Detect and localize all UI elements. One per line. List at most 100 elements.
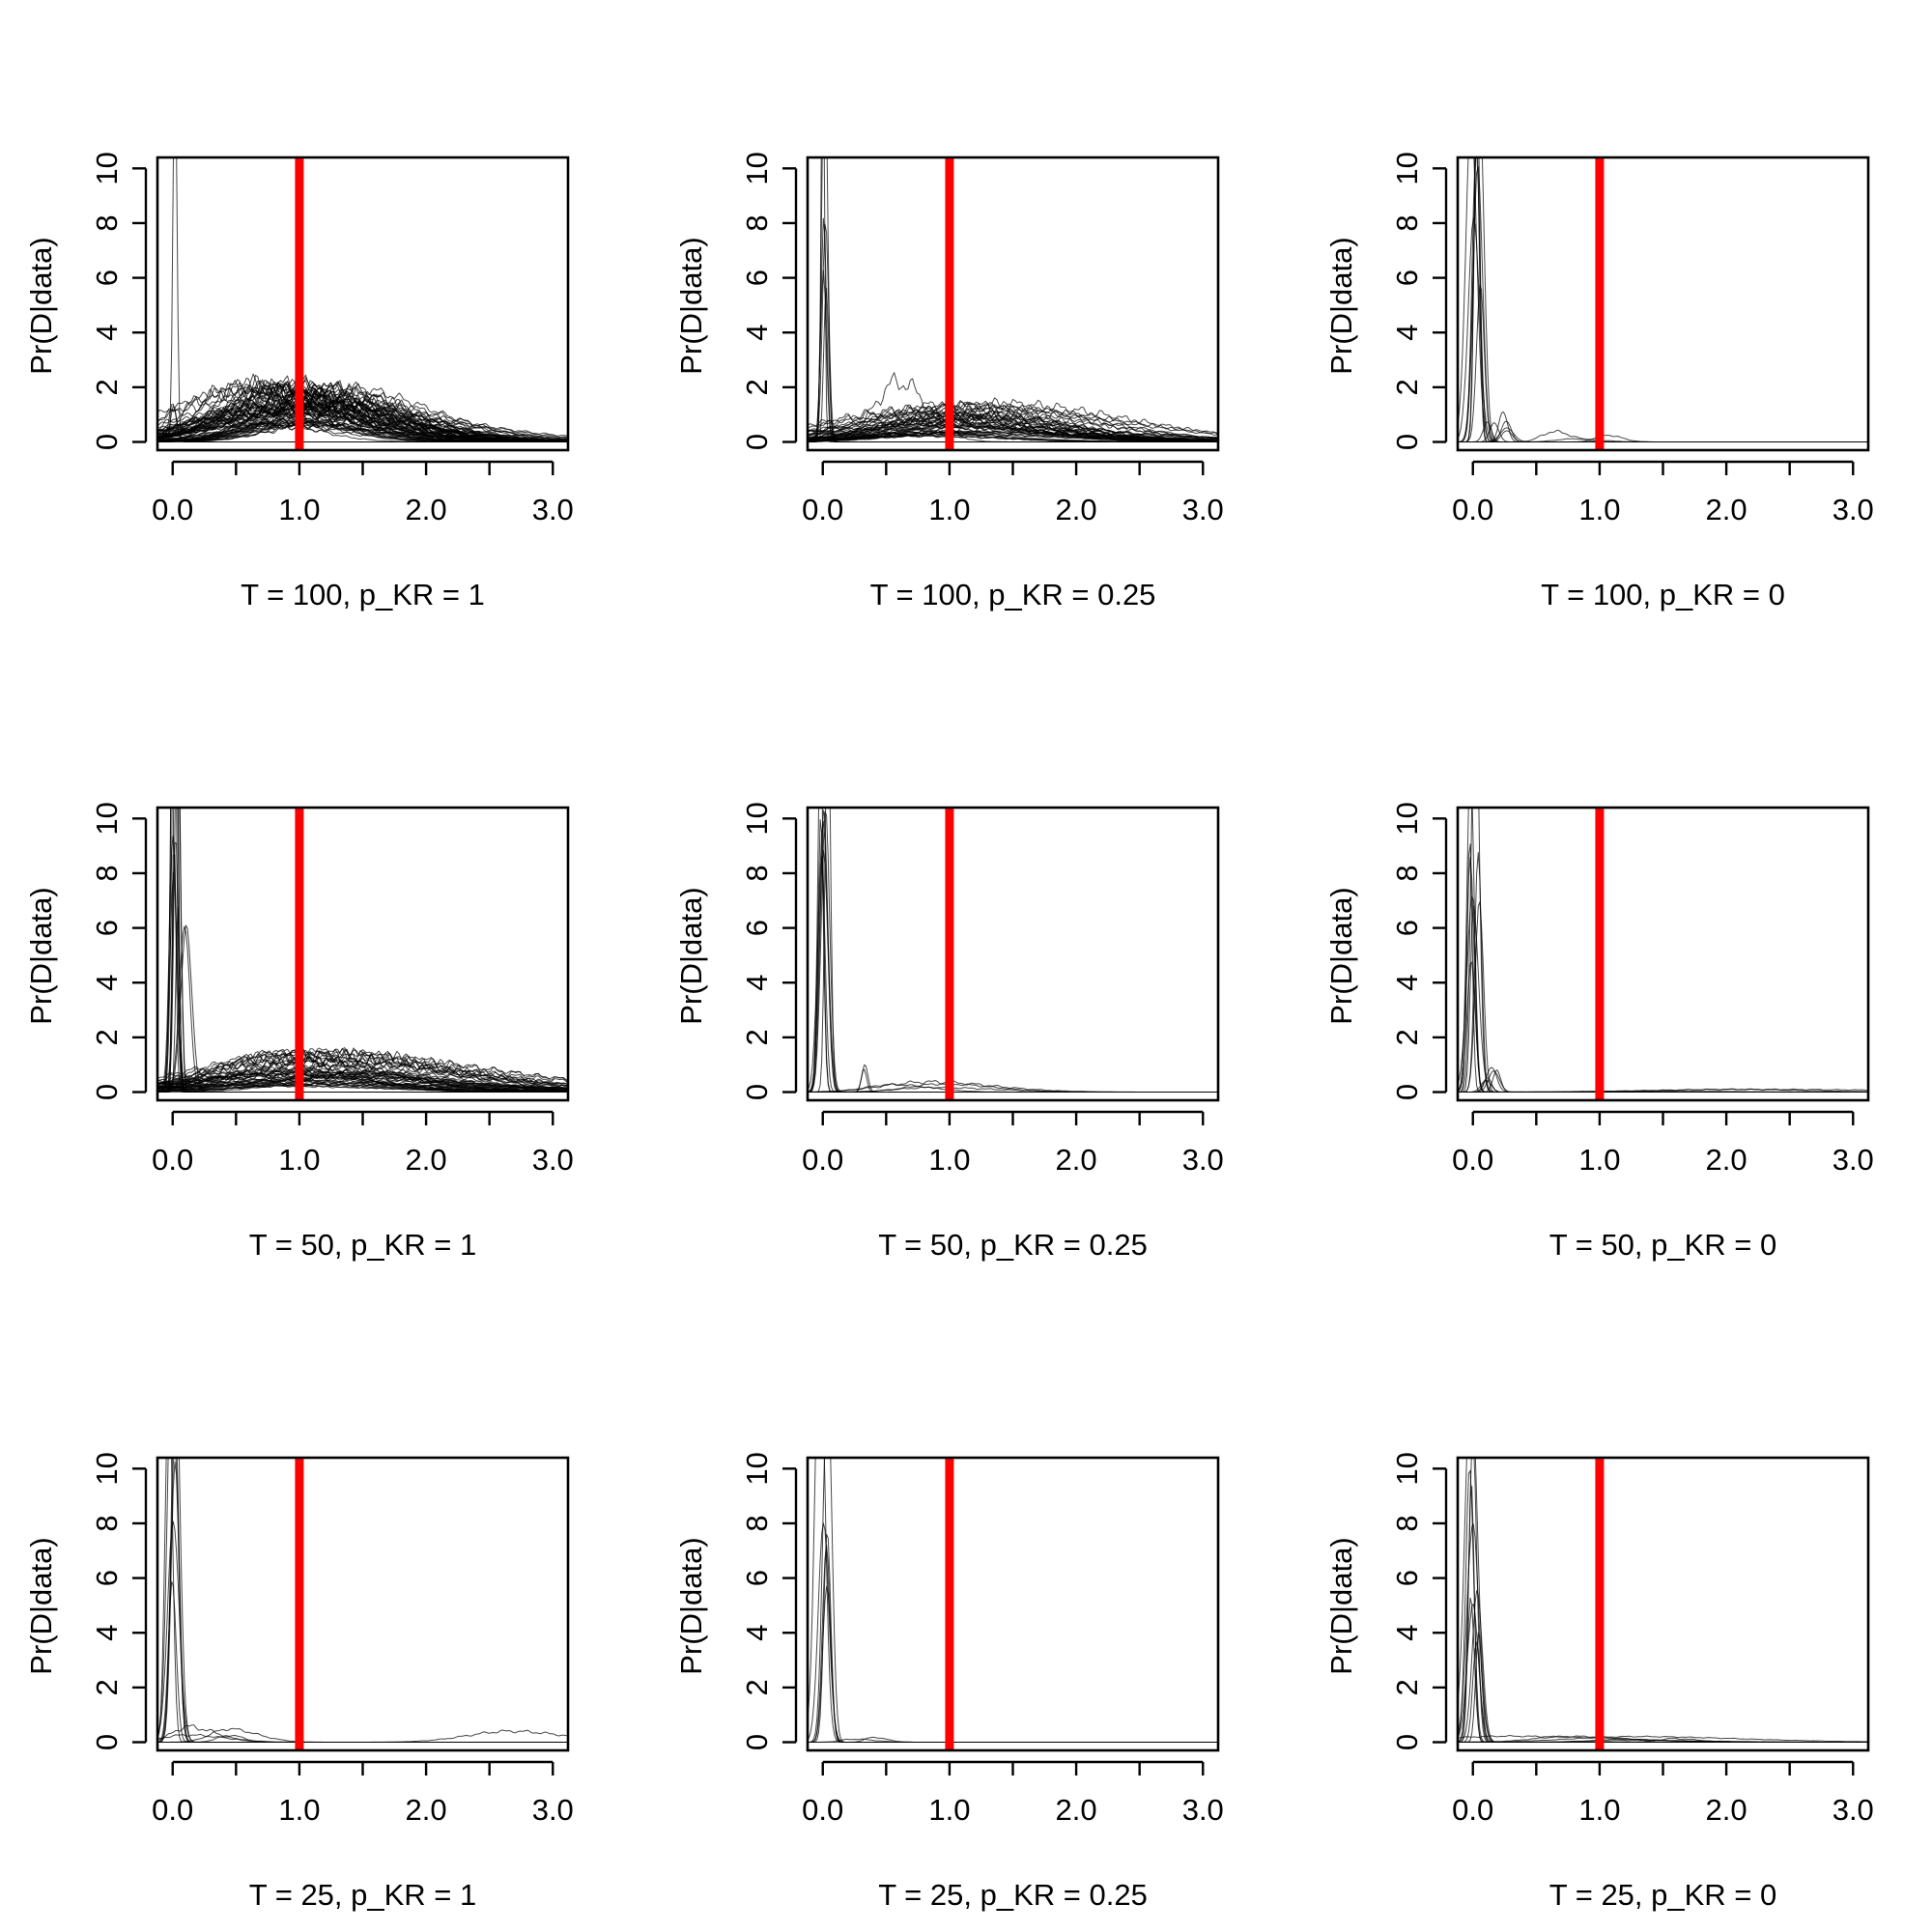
series-group	[157, 808, 568, 1093]
series-line-7	[808, 808, 1218, 1093]
x-axis: 0.0 1.0 2.0 3.0 T = 50, p_KR = 0.25	[802, 1110, 1224, 1262]
series-line-3	[808, 808, 1218, 1093]
series-line-3	[1458, 843, 1868, 1093]
y-axis: 0 2 4 6 8 10 Pr(D|data)	[674, 802, 798, 1100]
series-line-1	[808, 1585, 1218, 1743]
chart-panel-6: 0.0 1.0 2.0 3.0 T = 50, p_KR = 0 0 2 4 6 8 10 Pr(D|…	[1324, 802, 1874, 1262]
series-line-44	[808, 419, 1218, 442]
x-tick-label: 0.0	[802, 493, 843, 526]
series-group	[1458, 808, 1868, 1093]
x-tick-label: 3.0	[1833, 1143, 1874, 1177]
series-line-52	[808, 157, 1218, 442]
y-tick-label: 4	[1390, 975, 1424, 991]
x-axis: 0.0 1.0 2.0 3.0 T = 25, p_KR = 0	[1452, 1760, 1874, 1912]
x-tick-label: 3.0	[1833, 1793, 1874, 1827]
series-line-5	[808, 821, 1218, 1093]
y-tick-label: 4	[1390, 1625, 1424, 1641]
chart-panel-3: 0.0 1.0 2.0 3.0 T = 100, p_KR = 0 0 2 4 6 8 10 Pr(D…	[1324, 152, 1874, 611]
x-tick-label: 1.0	[278, 493, 320, 526]
y-tick-label: 0	[740, 434, 774, 450]
series-line-38	[157, 1069, 568, 1092]
x-axis: 0.0 1.0 2.0 3.0 T = 100, p_KR = 1	[152, 460, 574, 611]
series-line-3	[1458, 1469, 1868, 1743]
series-line-54	[157, 808, 568, 1093]
y-tick-label: 8	[1390, 865, 1424, 881]
x-tick-label: 3.0	[532, 1143, 574, 1177]
x-axis: 0.0 1.0 2.0 3.0 T = 100, p_KR = 0.25	[802, 460, 1224, 611]
series-line-6	[808, 1522, 1218, 1743]
y-axis: 0 2 4 6 8 10 Pr(D|data)	[1324, 1452, 1448, 1750]
y-tick-label: 2	[740, 379, 774, 395]
y-axis: 0 2 4 6 8 10 Pr(D|data)	[674, 1452, 798, 1750]
y-axis-title: Pr(D|data)	[674, 887, 708, 1024]
series-line-12	[157, 1729, 568, 1743]
series-line-10	[1458, 412, 1868, 442]
series-line-8	[808, 1738, 1218, 1743]
y-axis-title: Pr(D|data)	[24, 1537, 58, 1674]
y-tick-label: 0	[1390, 1084, 1424, 1100]
y-tick-label: 0	[1390, 1734, 1424, 1750]
x-tick-label: 0.0	[802, 1143, 843, 1177]
series-line-6	[1458, 1458, 1868, 1743]
series-line-8	[1458, 284, 1868, 442]
series-line-4	[1458, 157, 1868, 442]
series-line-52	[157, 808, 568, 1093]
series-group	[808, 808, 1218, 1093]
y-tick-label: 10	[740, 1452, 774, 1485]
series-line-8	[1458, 808, 1868, 1093]
series-line-48	[808, 217, 1218, 442]
y-tick-label: 8	[740, 865, 774, 881]
x-axis-title: T = 25, p_KR = 0.25	[878, 1878, 1148, 1912]
series-line-9	[1458, 961, 1868, 1093]
series-line-4	[157, 1458, 568, 1743]
y-tick-label: 8	[740, 214, 774, 231]
y-axis: 0 2 4 6 8 10 Pr(D|data)	[24, 152, 148, 450]
series-line-65	[157, 379, 568, 439]
series-line-51	[808, 157, 1218, 442]
series-line-6	[1458, 852, 1868, 1093]
series-line-8	[1458, 1486, 1868, 1743]
series-line-1	[808, 810, 1218, 1093]
y-axis-title: Pr(D|data)	[674, 237, 708, 374]
y-axis: 0 2 4 6 8 10 Pr(D|data)	[1324, 152, 1448, 450]
chart-panel-7: 0.0 1.0 2.0 3.0 T = 25, p_KR = 1 0 2 4 6 8 10 Pr(D|…	[24, 1452, 574, 1912]
series-line-2	[1458, 856, 1868, 1093]
series-line-7	[1458, 808, 1868, 1093]
y-axis-title: Pr(D|data)	[1324, 237, 1358, 374]
chart-panel-8: 0.0 1.0 2.0 3.0 T = 25, p_KR = 0.25 0 2 4 6 8 10 Pr…	[674, 1452, 1224, 1912]
plot-frame	[806, 1456, 1220, 1752]
x-tick-label: 3.0	[532, 493, 574, 526]
x-tick-label: 0.0	[1452, 493, 1493, 526]
x-tick-label: 0.0	[802, 1793, 843, 1827]
y-axis: 0 2 4 6 8 10 Pr(D|data)	[24, 802, 148, 1100]
y-tick-label: 6	[90, 270, 124, 286]
y-axis: 0 2 4 6 8 10 Pr(D|data)	[24, 1452, 148, 1750]
x-tick-label: 3.0	[1182, 1143, 1224, 1177]
plot-frame	[156, 1456, 570, 1752]
series-line-2	[1458, 157, 1868, 442]
x-axis-title: T = 100, p_KR = 0.25	[870, 578, 1156, 611]
series-line-43	[157, 1049, 568, 1093]
y-tick-label: 0	[90, 1734, 124, 1750]
x-tick-label: 2.0	[1056, 1143, 1097, 1177]
x-axis: 0.0 1.0 2.0 3.0 T = 50, p_KR = 0	[1452, 1110, 1874, 1262]
series-line-53	[157, 808, 568, 1093]
chart-panel-2: 0.0 1.0 2.0 3.0 T = 100, p_KR = 0.25 0 2 4 6 8 10 P…	[674, 152, 1224, 611]
series-line-6	[157, 1458, 568, 1743]
series-line-5	[157, 1458, 568, 1743]
y-tick-label: 2	[740, 1029, 774, 1045]
series-line-2	[1458, 1632, 1868, 1743]
plot-frame	[806, 156, 1220, 452]
x-tick-label: 3.0	[1833, 493, 1874, 526]
y-tick-label: 6	[740, 920, 774, 936]
x-tick-label: 1.0	[1578, 1143, 1620, 1177]
series-line-66	[157, 390, 568, 442]
y-tick-label: 4	[90, 975, 124, 991]
series-line-7	[1458, 1597, 1868, 1743]
plot-frame	[1456, 1456, 1870, 1752]
series-line-13	[1458, 430, 1868, 442]
x-tick-label: 0.0	[152, 493, 193, 526]
series-line-5	[808, 1533, 1218, 1743]
y-tick-label: 8	[90, 1515, 124, 1531]
x-axis-title: T = 50, p_KR = 1	[249, 1228, 477, 1262]
